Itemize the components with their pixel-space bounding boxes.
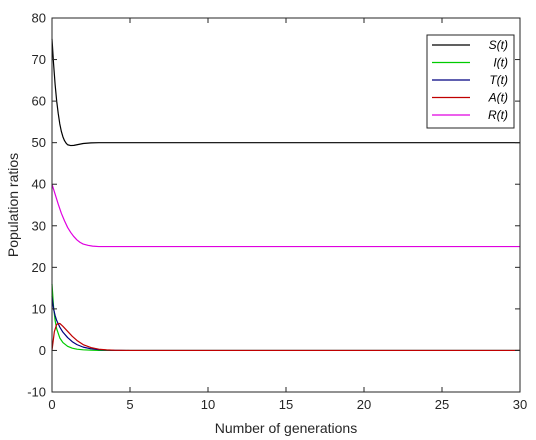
legend-label-tt: T(t) [489,73,508,87]
y-tick-label: 60 [32,94,46,109]
legend-box [426,34,515,129]
legend-label-it: I(t) [493,56,508,70]
x-tick-label: 20 [357,397,371,412]
x-tick-label: 0 [48,397,55,412]
y-tick-label: -10 [27,385,46,400]
y-tick-label: 50 [32,135,46,150]
x-tick-label: 30 [513,397,527,412]
y-tick-label: 80 [32,11,46,26]
y-axis-label: Population ratios [5,153,21,257]
series-line-st [51,38,520,147]
y-axis: -10 0 10 20 30 40 50 60 70 80 [27,11,520,400]
x-tick-label: 25 [435,397,449,412]
y-tick-label: 30 [32,218,46,233]
x-axis-label: Number of generations [215,420,357,436]
x-tick-label: 5 [126,397,133,412]
series-line-rt [51,184,520,248]
x-tick-label: 15 [279,397,293,412]
y-tick-label: 70 [32,52,46,67]
legend-label-rt: R(t) [488,108,508,122]
legend-label-st: S(t) [489,38,508,52]
legend-label-at: A(t) [488,91,508,105]
y-tick-label: 0 [39,343,46,358]
y-tick-label: 10 [32,301,46,316]
x-tick-label: 10 [201,397,215,412]
series-layer [51,38,520,352]
series-line-at [51,322,520,352]
x-axis: 0 5 10 15 20 25 30 [48,18,527,412]
y-tick-label: 20 [32,260,46,275]
legend: S(t) I(t) T(t) A(t) R(t) [426,34,515,129]
y-tick-label: 40 [32,177,46,192]
